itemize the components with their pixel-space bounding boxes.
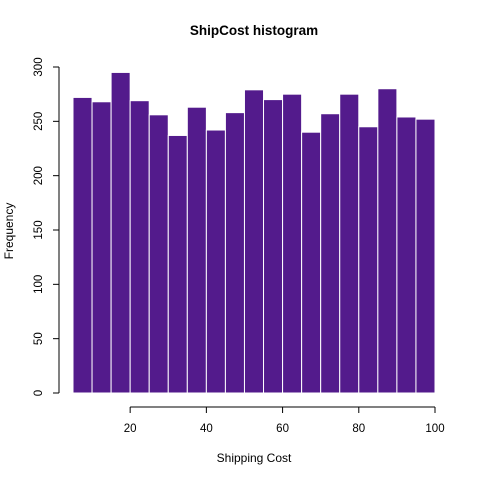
histogram-bar — [339, 93, 360, 394]
histogram-bar — [358, 126, 379, 394]
y-tick-label: 100 — [33, 275, 45, 294]
histogram-bar — [91, 101, 112, 394]
x-tick-label: 40 — [200, 423, 213, 435]
y-tick-label: 50 — [33, 332, 45, 345]
histogram-bar — [243, 89, 265, 394]
y-tick-label: 250 — [33, 112, 45, 131]
histogram-bar — [186, 106, 207, 394]
y-tick-label: 150 — [33, 220, 45, 239]
histogram-bar — [377, 88, 398, 394]
x-tick-label: 100 — [425, 423, 444, 435]
x-axis-label: Shipping Cost — [217, 451, 292, 465]
y-tick-label: 200 — [33, 166, 45, 185]
histogram-bar — [110, 71, 131, 394]
histogram-bar — [167, 134, 188, 394]
histogram-bar — [263, 99, 284, 394]
y-axis: 0 50 100 150 200 250 300 — [33, 57, 60, 396]
y-tick-label: 0 — [33, 390, 45, 396]
histogram-bar — [301, 131, 322, 394]
x-axis: 20 40 60 80 100 — [124, 406, 445, 435]
histogram-bar — [320, 113, 341, 394]
histogram-bar — [148, 114, 169, 394]
histogram-bar — [282, 93, 303, 394]
histogram-bar — [205, 129, 226, 394]
histogram-bar — [224, 112, 245, 394]
histogram-bar — [396, 116, 417, 394]
y-axis-label: Frequency — [2, 203, 16, 260]
bars-group — [72, 71, 436, 394]
x-tick-label: 60 — [276, 423, 289, 435]
histogram-bar — [129, 100, 150, 394]
histogram-bar — [72, 96, 93, 394]
x-tick-label: 80 — [352, 423, 365, 435]
chart-title: ShipCost histogram — [190, 23, 318, 38]
y-tick-label: 300 — [33, 57, 45, 76]
histogram-bar — [415, 118, 436, 394]
x-tick-label: 20 — [124, 423, 137, 435]
